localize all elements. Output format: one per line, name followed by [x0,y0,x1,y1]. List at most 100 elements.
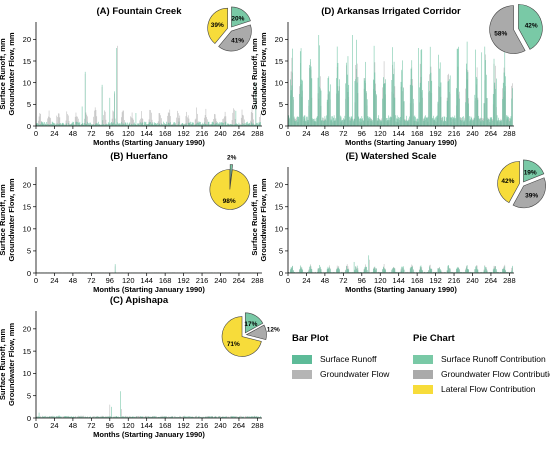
groundwater-bar [188,118,190,126]
surface-runoff-bar [509,121,510,126]
surface-runoff-bar [319,88,321,126]
surface-runoff-bar [469,119,471,126]
groundwater-bar [113,111,114,126]
groundwater-bar [137,415,139,418]
surface-runoff-bar [300,48,302,126]
groundwater-bar [102,120,104,126]
surface-runoff-bar [399,117,400,126]
x-tick-label: 24 [50,276,58,285]
groundwater-bar [124,120,125,126]
y-axis-label-line1: Surface Runoff, mm [250,184,259,256]
surface-runoff-bar [442,116,443,126]
groundwater-bar [207,416,208,418]
surface-runoff-bar [293,96,294,126]
surface-runoff-bar [224,125,225,126]
surface-runoff-bar [336,268,338,273]
surface-runoff-bar [65,123,67,126]
groundwater-bar [450,271,452,273]
surface-runoff-bar [475,266,476,273]
groundwater-bar [56,115,58,126]
surface-runoff-bar [103,124,104,126]
surface-runoff-bar [351,116,353,126]
surface-runoff-bar [353,120,354,126]
surface-runoff-bar [299,265,301,273]
groundwater-bar [241,109,243,126]
surface-runoff-bar [502,268,503,273]
surface-runoff-bar [146,416,148,418]
surface-runoff-bar [187,416,189,418]
groundwater-bar [215,118,217,126]
surface-runoff-bar [402,60,403,126]
surface-runoff-bar [365,61,366,126]
groundwater-bar [232,112,234,126]
surface-runoff-bar [331,116,333,126]
surface-runoff-bar [85,417,87,418]
surface-runoff-bar [238,417,240,418]
surface-runoff-bar [466,267,467,273]
pie-slice-label: 17% [244,321,257,328]
groundwater-bar [76,116,78,126]
panel-b: (B) Huerfano 0 5 10 15 20 0 24 48 72 96 120 144 168 19… [0,151,264,294]
surface-runoff-bar [422,120,424,126]
surface-runoff-bar [436,271,437,273]
surface-runoff-bar [57,123,58,126]
surface-runoff-bar [207,416,209,418]
panel-title: (C) Apishapa [110,295,169,306]
surface-runoff-bar [482,120,483,126]
surface-runoff-bar [123,416,124,418]
surface-runoff-bar [462,116,464,126]
surface-runoff-bar [204,417,206,418]
x-tick-label: 240 [214,421,227,430]
surface-runoff-bar [487,119,489,126]
surface-runoff-bar [290,267,292,273]
x-tick-label: 96 [106,421,114,430]
groundwater-bar [47,116,49,126]
surface-runoff-bar [144,416,146,418]
surface-runoff-bar [84,71,86,126]
surface-runoff-bar [197,122,198,126]
surface-runoff-bar [190,121,191,126]
surface-runoff-bar [486,98,488,126]
surface-runoff-bar [57,416,59,418]
surface-runoff-bar [253,416,254,418]
surface-runoff-bar [149,122,151,126]
y-tick-label: 0 [27,414,31,423]
surface-runoff-bar [39,416,41,418]
surface-runoff-bar [343,119,345,126]
groundwater-bar [188,416,190,418]
surface-runoff-bar [509,118,511,126]
surface-runoff-bar [180,125,181,126]
surface-runoff-bar [81,124,82,126]
surface-runoff-bar [187,125,188,126]
pie-slice [497,161,520,204]
surface-runoff-bar [371,272,373,273]
surface-runoff-bar [208,416,210,418]
surface-runoff-bar [124,416,126,418]
x-tick-label: 216 [448,129,461,138]
surface-runoff-bar [458,46,459,126]
surface-runoff-bar [316,116,318,126]
surface-runoff-bar [291,85,293,126]
groundwater-bar [204,117,205,126]
surface-runoff-bar [185,416,187,418]
surface-runoff-bar [159,123,161,126]
surface-runoff-bar [70,124,71,126]
surface-runoff-bar [364,267,366,273]
surface-runoff-bar [467,269,469,273]
surface-runoff-bar [472,120,473,126]
groundwater-bar [131,117,132,126]
groundwater-bar [122,416,124,418]
surface-runoff-bar [374,266,376,273]
surface-runoff-bar [464,119,466,126]
x-tick-label: 96 [358,276,366,285]
groundwater-bar [167,416,169,418]
groundwater-bar [103,115,104,126]
surface-runoff-bar [178,121,180,126]
surface-runoff-bar [205,416,207,418]
groundwater-bar [40,415,41,418]
surface-runoff-bar [204,122,205,126]
groundwater-bar [117,45,118,127]
surface-runoff-bar [87,121,88,126]
surface-runoff-bar [258,122,260,126]
surface-runoff-bar [189,416,191,418]
